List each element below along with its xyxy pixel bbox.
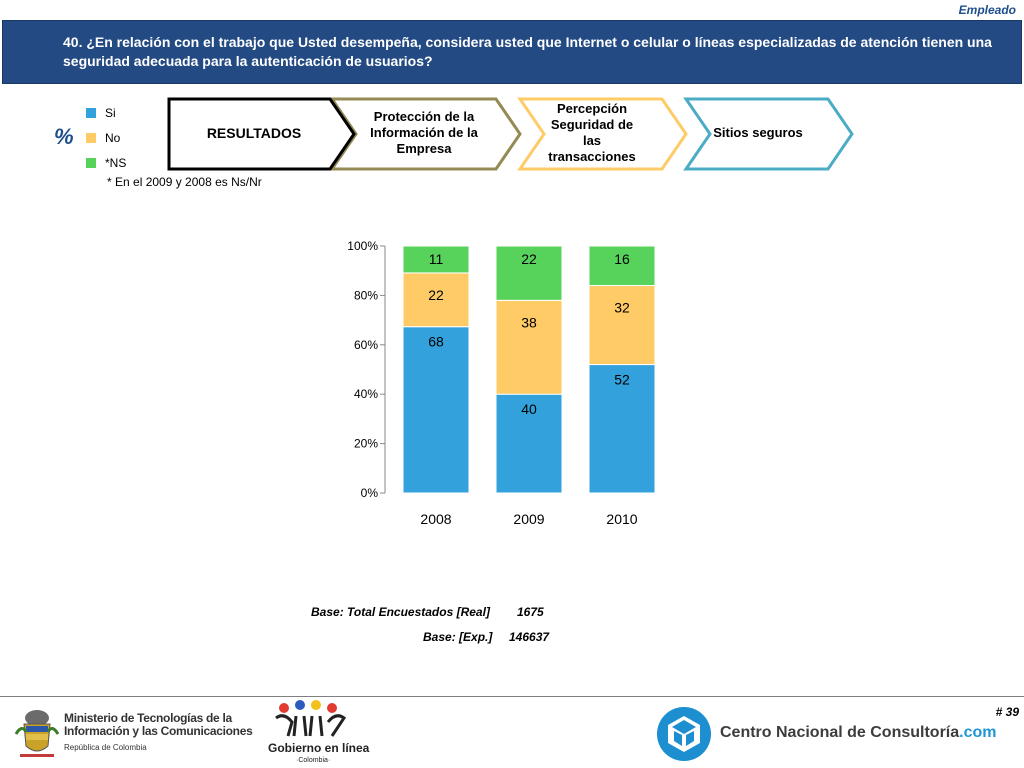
x-category-label: 2010 [606,511,637,527]
base-exp-value: 146637 [509,630,550,644]
data-label-si-2009: 40 [521,401,537,417]
nav-step-percepcion-shape[interactable] [517,97,688,171]
cnc-name: Centro Nacional de Consultoría.com [720,724,996,742]
legend-item-ns: *NS [86,150,126,175]
base-real-label: Base: Total Encuestados [Real] [311,605,490,619]
legend-swatch-si [86,107,96,118]
chart-legend: Si No *NS [86,100,126,175]
nav-step-proteccion-shape[interactable] [329,97,522,171]
data-label-ns-2008: 11 [429,251,444,267]
y-tick-label: 80% [354,288,378,302]
data-label-si-2010: 52 [614,372,630,388]
bar-segment-ns-2010 [588,245,656,287]
coat-of-arms-icon [14,710,60,757]
cnc-name-suffix: .com [959,724,997,741]
bar-segment-si-2010 [588,364,656,494]
legend-swatch-ns [86,157,96,168]
footer-divider [0,696,1024,697]
question-title-bar: 40. ¿En relación con el trabajo que Uste… [2,20,1022,84]
base-real-value: 1675 [517,605,544,619]
gobierno-en-linea-logo-icon [275,700,347,737]
legend-swatch-no [86,132,96,143]
nav-step-sitios[interactable]: Sitios seguros [713,125,803,140]
y-tick-label: 0% [361,486,379,500]
base-exp-label: Base: [Exp.] [423,630,493,644]
percent-symbol: % [54,124,74,149]
bar-segment-no-2009 [495,299,563,395]
ministry-country: República de Colombia [64,743,147,752]
legend-label-no: No [105,130,121,145]
gobierno-en-linea-name: Gobierno en línea [268,741,370,755]
page-number: # 39 [995,705,1019,719]
data-label-si-2008: 68 [428,334,444,350]
y-tick-label: 60% [354,338,378,352]
bar-segment-ns-2008 [402,245,470,274]
x-category-label: 2009 [513,511,544,527]
data-label-no-2009: 38 [521,314,537,330]
nav-step-resultados-shape[interactable] [683,97,854,171]
bar-segment-si-2008 [402,326,470,494]
ministry-name: Ministerio de Tecnologías de la Informac… [64,711,253,738]
y-tick-label: 20% [354,437,378,451]
x-category-label: 2008 [420,511,451,527]
cnc-name-main: Centro Nacional de Consultoría [720,724,960,741]
legend-label-ns: *NS [105,155,127,170]
bar-segment-no-2010 [588,285,656,366]
legend-label-si: Si [105,105,116,120]
nav-step-proteccion[interactable]: Protección de la Información de la Empre… [370,109,478,156]
navigation-chevrons [167,97,854,171]
legend-item-si: Si [86,100,126,125]
data-label-ns-2009: 22 [521,251,537,267]
ministry-line-1: Ministerio de Tecnologías de la [64,711,232,725]
bar-segment-si-2009 [495,393,563,494]
data-label-no-2008: 22 [428,287,444,303]
legend-footnote: * En el 2009 y 2008 es Ns/Nr [107,175,262,189]
stacked-bar-chart: 0% 20% 40% 60% 80% 100% 68 22 11 2008 40 38 22 2009 52… [347,239,656,527]
nav-step-resultados[interactable]: RESULTADOS [206,125,302,141]
nav-step-sitios-shape[interactable] [167,97,356,171]
ministry-line-2: Información y las Comunicaciones [64,724,253,738]
bar-segment-ns-2009 [495,245,563,301]
gobierno-en-linea-country: ·Colombia· [296,757,331,764]
question-text: 40. ¿En relación con el trabajo que Uste… [63,34,992,69]
y-tick-label: 100% [347,239,378,253]
y-tick-label: 40% [354,387,378,401]
data-label-ns-2010: 16 [614,251,630,267]
data-label-no-2010: 32 [614,300,630,316]
respondent-type-tag: Empleado [958,3,1016,17]
nav-step-percepcion[interactable]: Percepción Seguridad de las transaccione… [548,101,636,164]
cnc-logo-icon [657,707,711,761]
legend-item-no: No [86,125,126,150]
